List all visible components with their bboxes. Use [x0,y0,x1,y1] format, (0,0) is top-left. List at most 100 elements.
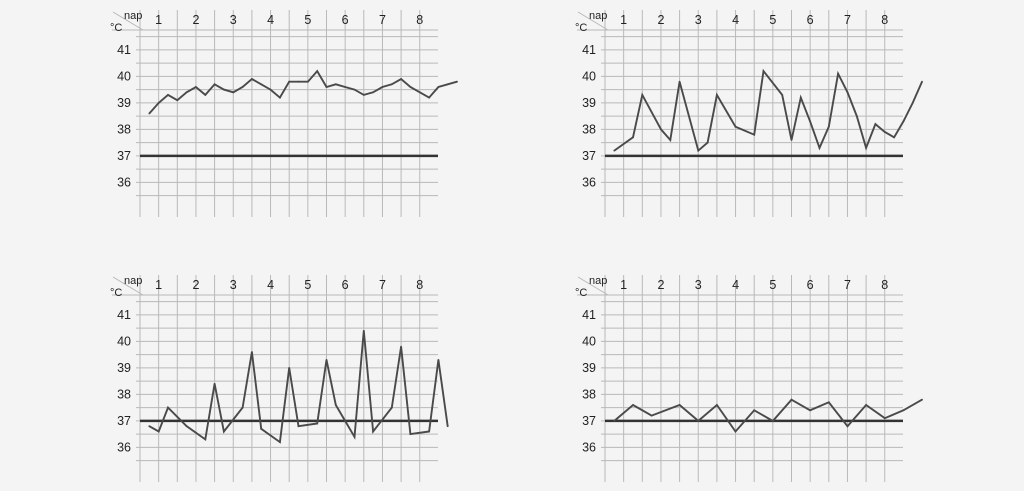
temperature-point [279,96,281,99]
temperature-point [428,430,430,433]
x-axis-label: nap [589,10,607,22]
temperature-point [734,125,737,128]
y-tick-label: 41 [117,43,131,57]
day-tick-label: 2 [657,278,664,292]
temperature-point [288,367,291,369]
y-tick-label: 37 [582,149,596,163]
chart-panel-4: nap°C 1 2 3 4 5 6 7 8 41 40 39 38 37 36 [575,275,923,482]
temperature-point [837,72,839,75]
temperature-point [185,91,188,94]
temperature-point [697,420,700,422]
temperature-point [818,147,821,149]
day-tick-label: 3 [695,278,702,292]
day-tick-label: 6 [807,13,814,27]
temperature-point [297,425,300,428]
temperature-point [185,425,188,428]
temperature-point [697,149,700,152]
temperature-point [678,404,681,406]
temperature-point [790,139,793,141]
temperature-point [195,86,197,88]
day-tick-label: 2 [192,278,199,292]
day-tick-label: 6 [342,278,349,292]
y-tick-label: 41 [117,308,131,322]
temperature-point [865,404,867,406]
corner-diagonal [112,276,144,296]
temperature-point [632,136,634,139]
temperature-point [753,409,756,412]
temperature-point [325,86,328,88]
y-tick-label: 39 [582,361,596,375]
day-tick-label: 2 [657,13,664,27]
y-tick-label: 40 [582,334,596,348]
temperature-point [167,94,169,96]
temperature-point [279,441,281,443]
day-tick-label: 7 [379,13,386,27]
temperature-point [307,80,309,83]
day-tick-label: 2 [192,13,199,27]
day-tick-label: 4 [732,278,739,292]
y-tick-label: 36 [117,175,131,189]
temperature-point [362,329,365,332]
y-axis-label: °C [575,22,587,34]
temperature-point [790,398,793,401]
temperature-point [418,91,421,94]
temperature-point [316,70,319,72]
temperature-point [213,382,216,385]
day-tick-label: 3 [695,13,702,27]
temperature-point [148,425,151,428]
corner-diagonal [577,11,609,31]
day-tick-label: 3 [230,13,237,27]
temperature-point [613,149,616,152]
temperature-point [827,125,830,128]
temperature-point [921,80,923,83]
temperature-point [241,406,244,409]
temperature-point [446,425,449,428]
temperature-point [251,78,253,80]
chart-panel-3: nap°C 1 2 3 4 5 6 7 8 41 40 39 38 37 36 [110,275,449,482]
y-tick-label: 38 [117,387,131,401]
day-tick-label: 7 [844,13,851,27]
temperature-point [641,94,644,96]
corner-diagonal [577,276,609,296]
temperature-point [400,78,402,80]
temperature-point [148,112,151,115]
y-tick-label: 36 [582,440,596,454]
temperature-point [381,86,384,88]
temperature-point [297,80,300,83]
day-tick-label: 6 [342,13,349,27]
y-tick-label: 39 [117,361,131,375]
temperature-point [827,401,830,404]
temperature-point [241,86,244,88]
temperature-point [362,94,365,96]
y-tick-label: 37 [117,149,131,163]
day-tick-label: 8 [881,13,888,27]
temperature-point [874,123,877,125]
chart-panel-2: nap°C 1 2 3 4 5 6 7 8 41 40 39 38 37 36 [575,10,923,217]
temperature-series-line [613,68,923,153]
temperature-point [223,430,225,433]
temperature-point [893,136,895,139]
y-tick-label: 36 [117,440,131,454]
x-axis-label: nap [589,275,607,287]
x-axis-label: nap [124,275,142,287]
day-tick-label: 1 [155,278,162,292]
day-tick-label: 6 [807,278,814,292]
temperature-point [753,133,756,136]
temperature-point [260,83,263,86]
temperature-point [157,430,160,433]
x-axis-label: nap [124,10,142,22]
temperature-point [251,351,253,353]
chart-panel-1: nap°C 1 2 3 4 5 6 7 8 41 40 39 38 37 36 [110,10,458,217]
temperature-point [678,80,681,83]
temperature-point [409,86,412,88]
temperature-point [762,70,765,72]
y-tick-label: 38 [582,387,596,401]
corner-diagonal [112,11,144,31]
temperature-point [344,86,346,88]
temperature-point [372,430,374,433]
day-tick-label: 1 [620,278,627,292]
day-tick-label: 7 [844,278,851,292]
y-axis-label: °C [110,22,122,34]
day-tick-label: 5 [304,13,311,27]
